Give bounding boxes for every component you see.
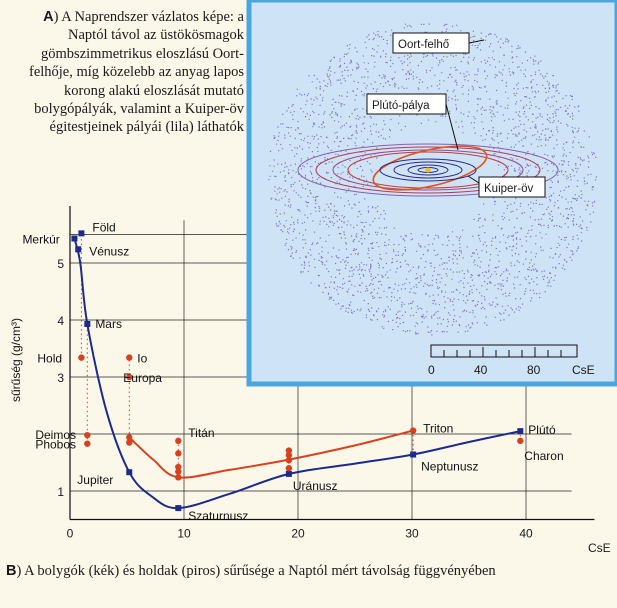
x-tick-label: 20 [291,527,305,541]
y-tick-label: 3 [57,371,64,385]
solar-system-inset: Oort-felhő Plútó-pálya Kuiper-öv [246,0,617,387]
pluto-orbit-label: Plútó-pálya [372,100,430,112]
caption-a-letter: A [43,9,54,25]
point-labels: Merkúr Vénusz Föld Mars Jupiter Szaturnusz Urá… [22,220,563,523]
caption-b-text: ) A bolygók (kék) és holdak (piros) sűrű… [16,563,496,579]
kuiper-leader [467,175,480,184]
chart-axes [69,206,595,521]
point-label: Charon [524,449,563,463]
moon-marker [175,474,182,481]
point-label: Plútó [528,423,556,437]
point-label: Hold [37,352,62,366]
caption-b-letter: B [6,563,17,579]
oort-label: Oort-felhő [398,39,449,51]
point-label: Io [137,352,147,366]
scale-tick-label: 0 [428,363,435,377]
moon-marker [126,354,133,361]
inset-frame [246,0,617,387]
x-tick-label: 0 [67,527,74,541]
moon-density-curve [128,429,414,479]
point-label: Merkúr [22,232,59,246]
moon-marker [517,437,524,445]
planet-marker [410,451,417,458]
scale-unit: CsE [572,363,595,377]
point-label: Europa [123,371,162,385]
point-label: Uránusz [293,479,338,493]
moon-marker [285,451,293,459]
pluto-leader [445,103,459,151]
point-label: Triton [423,422,453,436]
moon-marker [84,431,91,439]
caption-a-text: ) A Naprendszer vázlatos képe: a Naptól … [28,9,244,136]
scale-tick-label: 40 [474,363,488,377]
moon-marker [126,439,133,446]
moon-marker [409,427,417,434]
chart-ticks: 0 10 20 30 40 1 3 4 5 [57,257,533,541]
x-tick-label: 40 [519,527,533,541]
kuiper-orbit [297,143,559,197]
caption-b: B) A bolygók (kék) és holdak (piros) sűr… [6,562,566,580]
planet-marker [84,320,91,327]
x-tick-label: 10 [177,527,191,541]
moon-marker [285,465,293,472]
planet-marker [285,470,292,477]
point-label: Föld [92,220,115,234]
point-label: Mars [95,317,122,331]
planet-marker [75,246,82,253]
pluto-orbit [372,145,488,191]
planet-marker [175,505,182,512]
kuiper-orbit [347,151,509,189]
planet-marker [126,469,133,476]
moon-marker [175,450,182,457]
scale-bar: 0 40 80 CsE [428,344,595,377]
moon-marker [78,354,85,361]
scale-tick-label: 80 [527,363,541,377]
moon-marker [175,437,182,445]
planet-marker [71,235,78,242]
y-tick-label: 5 [57,257,64,271]
point-label: Neptunusz [421,460,478,474]
x-tick-label: 30 [405,527,419,541]
moon-marker [84,440,91,447]
moon-marker [285,447,293,454]
moon-marker [175,463,182,471]
moon-marker [126,373,133,381]
point-label: Jupiter [77,473,113,487]
caption-a: A) A Naprendszer vázlatos képe: a Naptól… [4,8,244,137]
chart-marks [71,230,524,512]
x-axis-label: CsE [588,541,611,555]
planet-marker [517,428,524,435]
planet-orbit [379,158,477,182]
y-tick-label: 4 [57,314,64,328]
kuiper-label-box [478,176,546,198]
moon-marker [285,457,293,464]
point-label: Titán [188,426,214,440]
sun-icon [425,167,431,173]
point-label: Szaturnusz [188,509,248,523]
kuiper-label: Kuiper-öv [484,183,533,195]
moon-marker [175,468,182,475]
point-label: Vénusz [89,244,129,258]
planet-orbit [407,164,449,176]
kuiper-orbit [315,146,541,194]
y-axis-label: sűrűség (g/cm³) [9,318,23,402]
oort-leader [468,39,485,44]
moon-marker [126,434,133,441]
point-label: Deimos [35,428,76,442]
orbit-disk [297,143,559,197]
y-tick-label: 1 [57,485,64,499]
planet-marker [78,230,85,237]
point-label: Phobos [35,438,76,452]
planet-orbit [393,161,463,179]
